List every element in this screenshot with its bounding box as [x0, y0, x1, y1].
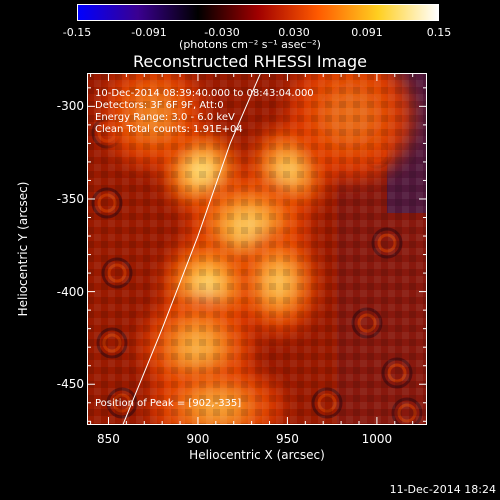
x-axis-label: Heliocentric X (arcsec) — [189, 448, 325, 462]
colorbar-tick-label: 0.091 — [351, 26, 383, 39]
info-detectors: Detectors: 3F 6F 9F, Att:0 — [95, 100, 224, 111]
colorbar-units: (photons cm⁻² s⁻¹ asec⁻²) — [179, 38, 321, 51]
y-axis-label: Heliocentric Y (arcsec) — [16, 181, 30, 317]
info-energy-range: Energy Range: 3.0 - 6.0 keV — [95, 112, 235, 123]
colorbar-tick-label: -0.091 — [131, 26, 167, 39]
y-tick-label: -350 — [56, 191, 84, 206]
solar-limb-line — [122, 73, 262, 425]
plot-canvas — [87, 73, 427, 425]
colorbar-tick-label: -0.15 — [62, 26, 92, 39]
y-tick-label: -400 — [56, 284, 84, 299]
timestamp: 11-Dec-2014 18:24 — [389, 483, 496, 496]
info-time-range: 10-Dec-2014 08:39:40.000 to 08:43:04.000 — [95, 88, 314, 99]
x-tick-label: 950 — [275, 432, 299, 446]
x-tick-label: 1000 — [361, 432, 393, 446]
x-tick-label: 900 — [186, 432, 210, 446]
plot-title: Reconstructed RHESSI Image — [133, 52, 367, 71]
colorbar-tick-label: 0.030 — [278, 26, 310, 39]
plot-border — [87, 73, 427, 425]
pixel-texture — [87, 73, 427, 425]
x-tick-label: 850 — [97, 432, 120, 446]
y-tick-label: -450 — [56, 377, 84, 392]
image-plot: 10-Dec-2014 08:39:40.000 to 08:43:04.000… — [87, 73, 427, 425]
y-tick-label: -300 — [56, 99, 84, 114]
info-peak-position: Position of Peak = [902,-335] — [95, 398, 242, 409]
info-clean-counts: Clean Total counts: 1.91E+04 — [95, 124, 243, 135]
colorbar-tick-label: -0.030 — [204, 26, 240, 39]
colorbar-tick-label: 0.15 — [426, 26, 452, 39]
colorbar — [77, 4, 439, 21]
